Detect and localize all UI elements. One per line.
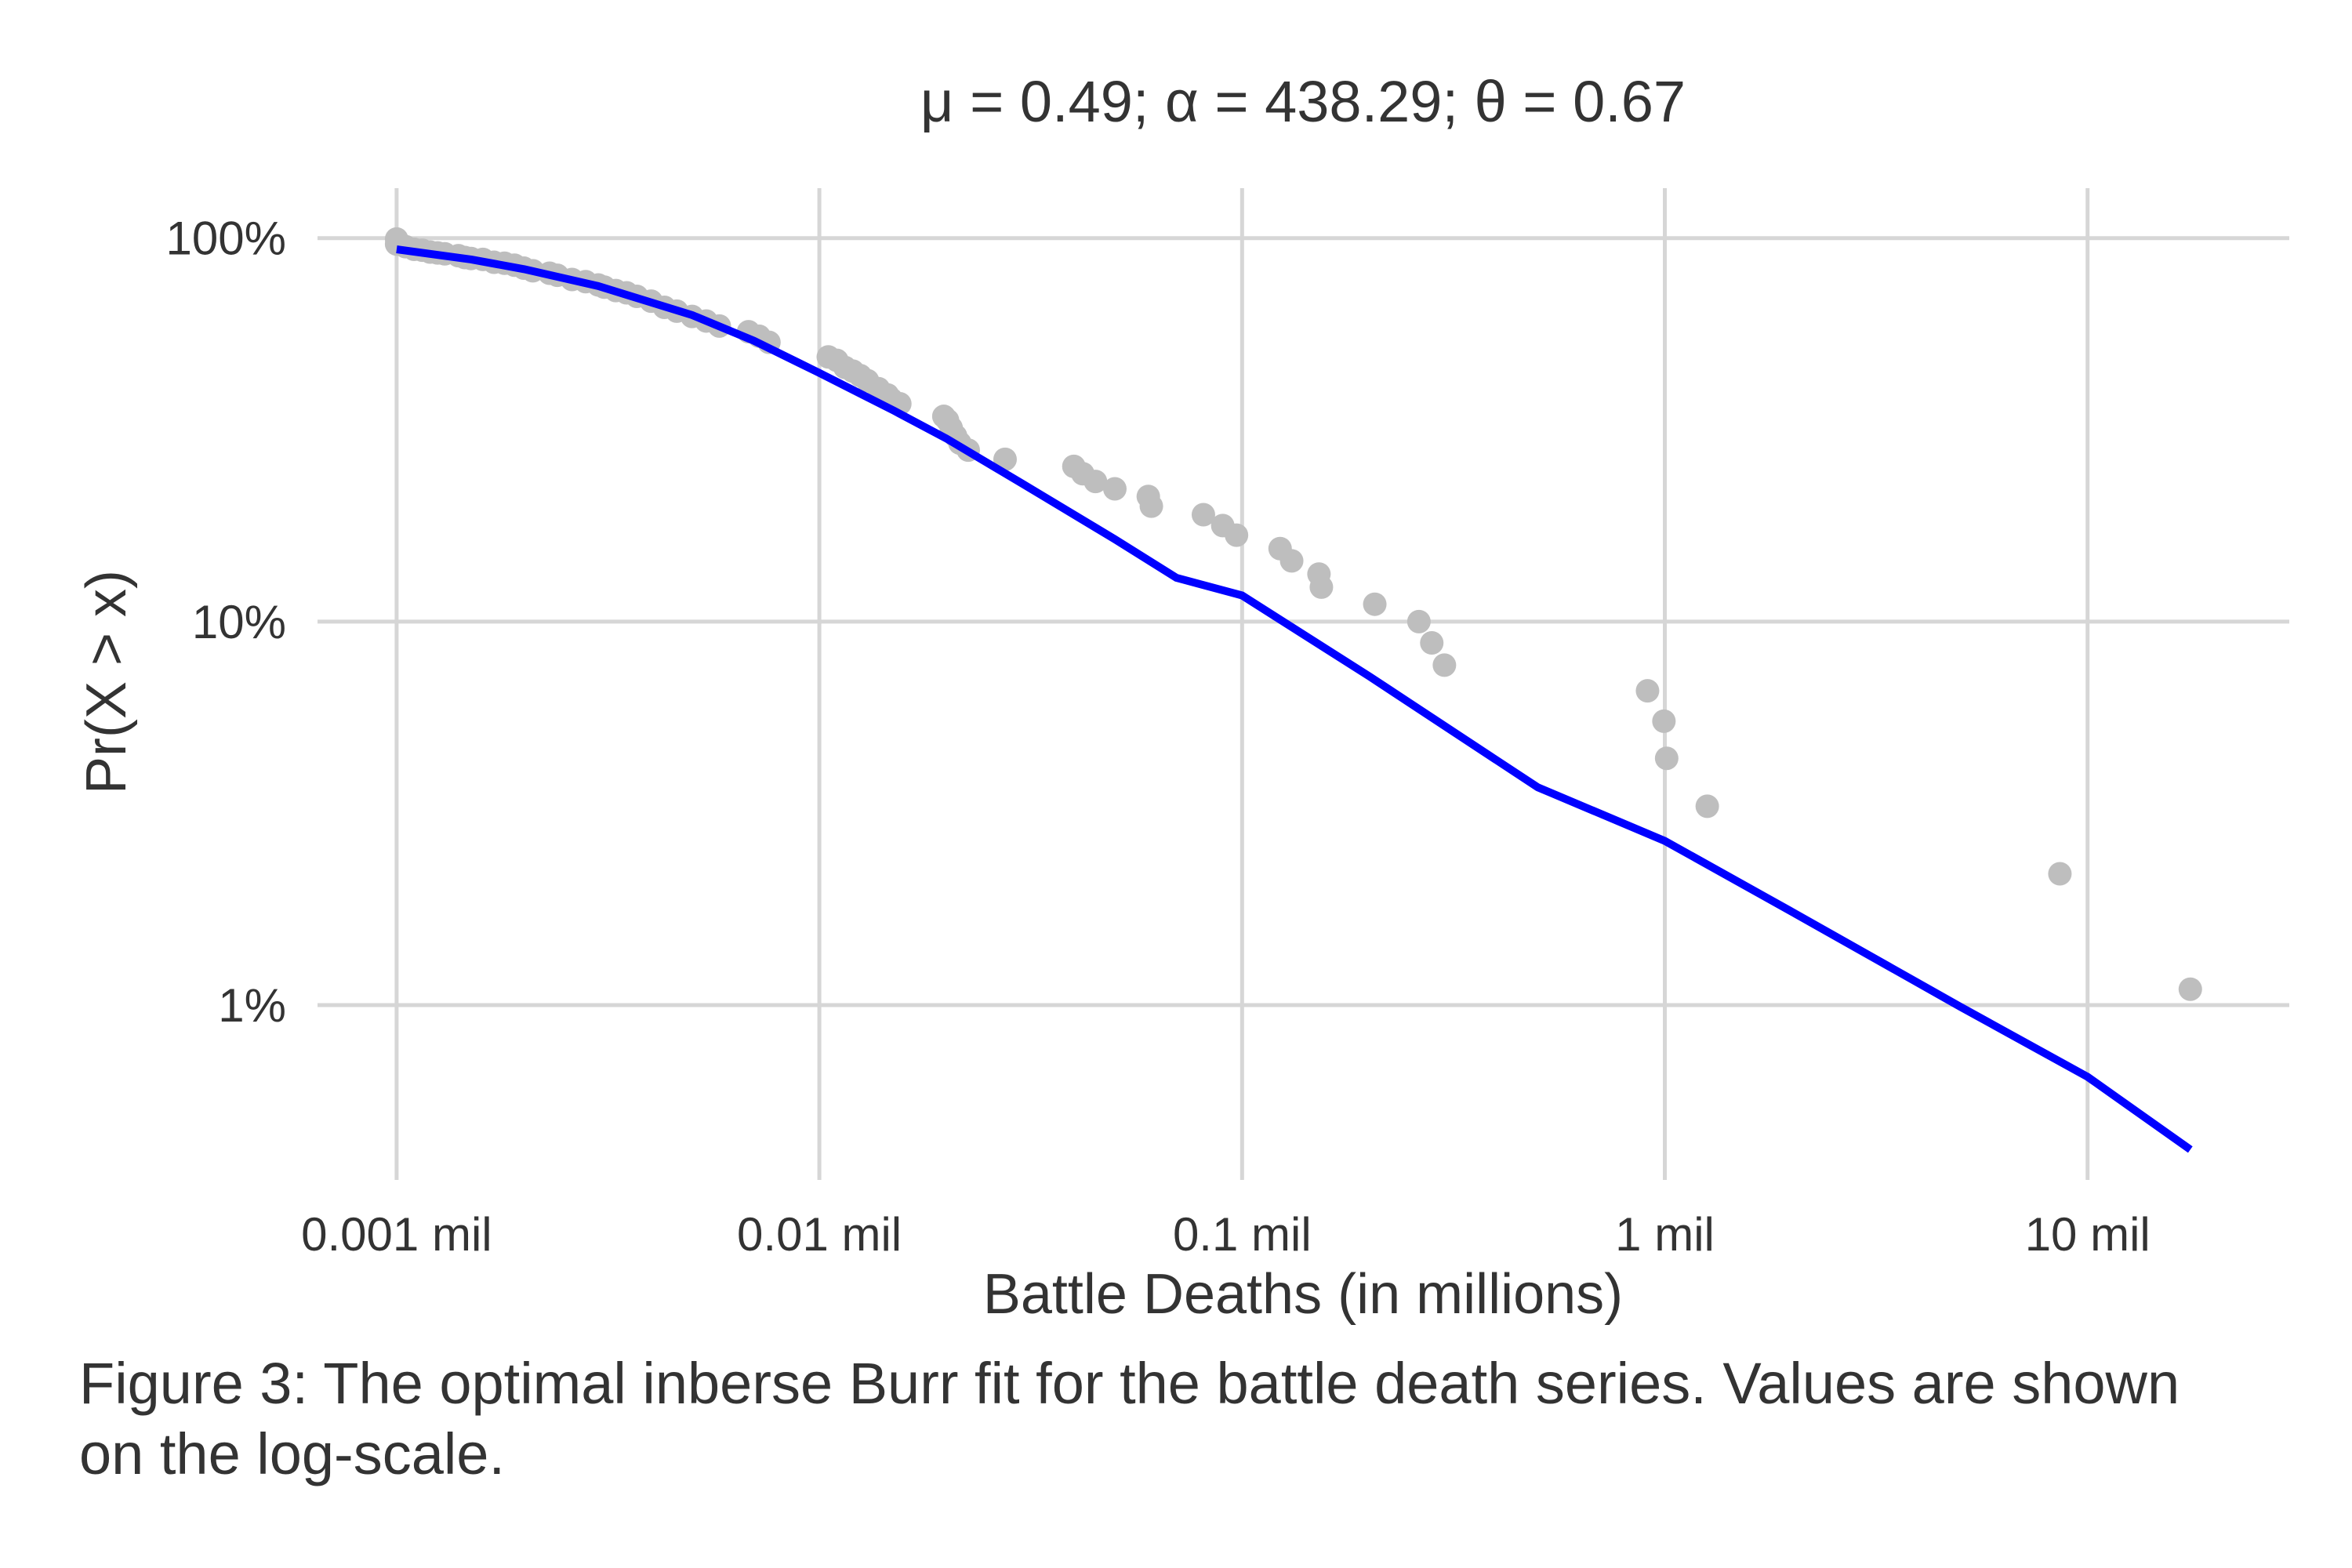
data-point <box>1652 709 1676 733</box>
data-point <box>1432 653 1457 677</box>
data-point <box>1279 549 1304 573</box>
data-point <box>1225 523 1249 547</box>
x-tick-label: 0.1 mil <box>1173 1208 1312 1261</box>
data-point <box>2178 977 2202 1001</box>
data-point <box>1363 592 1387 616</box>
tick-labels: 0.001 mil 0.01 mil 0.1 mil 1 mil 10 mil 100% 1… <box>166 212 2151 1261</box>
y-tick-label: 1% <box>218 979 286 1032</box>
data-point <box>1406 609 1431 633</box>
data-point <box>1654 746 1679 771</box>
data-point <box>1083 470 1108 494</box>
data-point <box>1102 477 1127 501</box>
data-points <box>384 227 2202 1001</box>
data-point <box>993 447 1017 471</box>
data-point <box>1420 631 1444 655</box>
x-axis-label: Battle Deaths (in millions) <box>983 1263 1623 1326</box>
data-point <box>1695 794 1719 818</box>
data-point <box>1139 494 1163 518</box>
figure-caption: Figure 3: The optimal inberse Burr fit f… <box>79 1351 2180 1486</box>
data-point <box>1309 575 1334 599</box>
data-point <box>1635 679 1660 703</box>
data-point <box>2048 862 2072 886</box>
chart-title: μ = 0.49; α = 438.29; θ = 0.67 <box>920 69 1686 134</box>
gridlines <box>318 188 2289 1180</box>
data-point <box>1191 503 1215 527</box>
y-tick-label: 10% <box>192 596 286 648</box>
x-tick-label: 10 mil <box>2025 1208 2151 1261</box>
fit-line-layer <box>396 245 2193 1153</box>
x-tick-label: 0.01 mil <box>737 1208 902 1261</box>
y-tick-label: 100% <box>166 212 286 265</box>
y-axis-label: Pr(X > x) <box>75 570 138 794</box>
fit-line <box>396 245 2193 1153</box>
x-tick-label: 1 mil <box>1615 1208 1715 1261</box>
x-tick-label: 0.001 mil <box>301 1208 492 1261</box>
